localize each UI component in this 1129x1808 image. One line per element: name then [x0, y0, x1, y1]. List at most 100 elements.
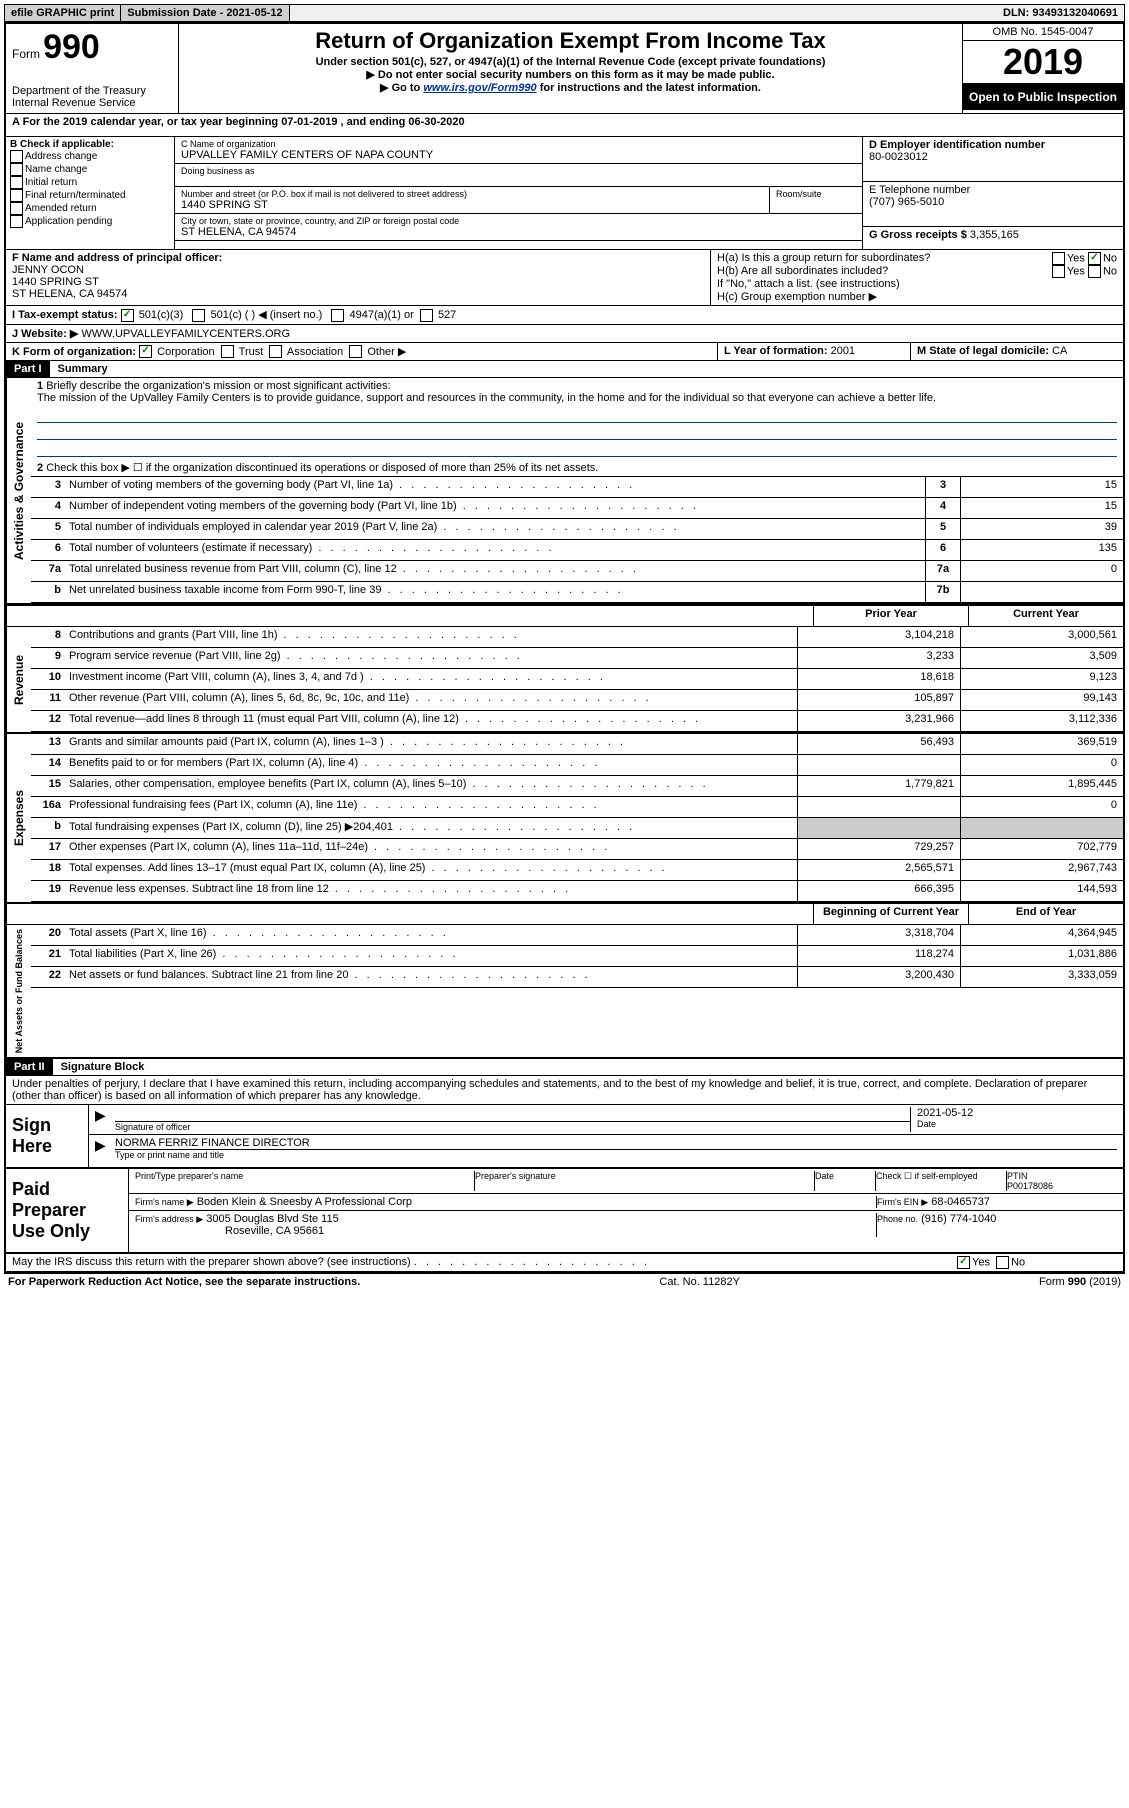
footer-right: Form 990 (2019) [1039, 1276, 1121, 1288]
hb-label: H(b) Are all subordinates included? [717, 265, 888, 278]
l-label: L Year of formation: [724, 345, 828, 357]
officer-addr1: 1440 SPRING ST [12, 276, 704, 288]
firm-name: Boden Klein & Sneesby A Professional Cor… [197, 1196, 412, 1208]
section-j: J Website: ▶ WWW.UPVALLEYFAMILYCENTERS.O… [6, 325, 1123, 343]
section-f: F Name and address of principal officer:… [6, 250, 711, 305]
firm-name-label: Firm's name ▶ [135, 1197, 194, 1207]
type-name-label: Type or print name and title [115, 1149, 1117, 1160]
d-label: D Employer identification number [869, 139, 1117, 151]
arrow-icon: ▶ [95, 1107, 115, 1132]
summary-line: 4Number of independent voting members of… [31, 498, 1123, 519]
part2-header-row: Part II Signature Block [6, 1059, 1123, 1076]
form-note1: ▶ Do not enter social security numbers o… [183, 68, 958, 81]
website-value[interactable]: WWW.UPVALLEYFAMILYCENTERS.ORG [81, 328, 290, 340]
street-address: 1440 SPRING ST [181, 199, 763, 211]
line1: 1 Briefly describe the organization's mi… [31, 378, 1123, 406]
submission-date-button[interactable]: Submission Date - 2021-05-12 [121, 5, 289, 21]
mission-text: The mission of the UpValley Family Cente… [37, 392, 936, 404]
prep-date-label: Date [815, 1171, 876, 1191]
form-title: Return of Organization Exempt From Incom… [183, 28, 958, 54]
part1-header-row: Part I Summary [6, 361, 1123, 378]
arrow-icon-2: ▶ [95, 1137, 115, 1160]
prep-phone-label: Phone no. [877, 1214, 918, 1224]
b-item-2[interactable]: Initial return [10, 176, 170, 189]
firm-addr: 3005 Douglas Blvd Ste 115 [206, 1213, 339, 1225]
row-fh: F Name and address of principal officer:… [6, 250, 1123, 306]
b-item-0[interactable]: Address change [10, 150, 170, 163]
sig-date-label: Date [917, 1119, 1117, 1129]
financial-line: 20Total assets (Part X, line 16)3,318,70… [31, 925, 1123, 946]
financial-line: 10Investment income (Part VIII, column (… [31, 669, 1123, 690]
financial-line: bTotal fundraising expenses (Part IX, co… [31, 818, 1123, 839]
ein-value: 80-0023012 [869, 151, 1117, 163]
officer-typed-name: NORMA FERRIZ FINANCE DIRECTOR [115, 1137, 1117, 1149]
info-grid: B Check if applicable: Address change Na… [6, 137, 1123, 250]
financial-line: 8Contributions and grants (Part VIII, li… [31, 627, 1123, 648]
tax-year: 2019 [963, 41, 1123, 84]
state-domicile: CA [1052, 345, 1067, 357]
irs-link[interactable]: www.irs.gov/Form990 [423, 82, 536, 94]
header-center: Return of Organization Exempt From Incom… [179, 24, 963, 113]
financial-line: 22Net assets or fund balances. Subtract … [31, 967, 1123, 988]
i-501c3-check[interactable] [121, 309, 134, 322]
b-item-4[interactable]: Amended return [10, 202, 170, 215]
check-self-label[interactable]: Check ☐ if self-employed [876, 1171, 1007, 1191]
financial-line: 15Salaries, other compensation, employee… [31, 776, 1123, 797]
activities-section: Activities & Governance 1 Briefly descri… [6, 378, 1123, 605]
prep-name-label: Print/Type preparer's name [135, 1171, 475, 1191]
firm-ein-label: Firm's EIN ▶ [877, 1197, 928, 1207]
firm-city: Roseville, CA 95661 [135, 1225, 324, 1237]
footer-left: For Paperwork Reduction Act Notice, see … [8, 1276, 360, 1288]
i-label: I Tax-exempt status: [12, 309, 118, 321]
beginning-year-header: Beginning of Current Year [813, 904, 968, 924]
firm-addr-label: Firm's address ▶ [135, 1214, 203, 1224]
form-container: Form 990 Department of the Treasury Inte… [4, 22, 1125, 1274]
form-number: 990 [43, 28, 100, 66]
prior-year-header: Prior Year [813, 606, 968, 626]
room-label: Room/suite [776, 189, 856, 199]
revenue-vlabel: Revenue [6, 627, 31, 732]
hc-label: H(c) Group exemption number ▶ [717, 290, 1117, 303]
financial-line: 19Revenue less expenses. Subtract line 1… [31, 881, 1123, 902]
header-right: OMB No. 1545-0047 2019 Open to Public In… [963, 24, 1123, 113]
financial-line: 11Other revenue (Part VIII, column (A), … [31, 690, 1123, 711]
line2: 2 Check this box ▶ ☐ if the organization… [31, 459, 1123, 477]
e-label: E Telephone number [869, 184, 1117, 196]
netassets-vlabel-spacer [6, 904, 31, 924]
activities-vlabel: Activities & Governance [6, 378, 31, 603]
part2-badge: Part II [6, 1059, 53, 1075]
section-b: B Check if applicable: Address change Na… [6, 137, 175, 249]
revenue-section: Revenue 8Contributions and grants (Part … [6, 627, 1123, 734]
sign-here-label: Sign Here [6, 1105, 89, 1167]
k-label: K Form of organization: [12, 346, 136, 358]
efile-button[interactable]: efile GRAPHIC print [5, 5, 121, 21]
ptin-value: P00178086 [1007, 1181, 1053, 1191]
org-name: UPVALLEY FAMILY CENTERS OF NAPA COUNTY [181, 149, 856, 161]
b-item-1[interactable]: Name change [10, 163, 170, 176]
expenses-section: Expenses 13Grants and similar amounts pa… [6, 734, 1123, 904]
j-label: J Website: ▶ [12, 328, 78, 340]
financial-line: 13Grants and similar amounts paid (Part … [31, 734, 1123, 755]
form-note2: ▶ Go to www.irs.gov/Form990 for instruct… [183, 81, 958, 94]
by-ey-header: Beginning of Current Year End of Year [6, 904, 1123, 925]
revenue-vlabel-spacer [6, 606, 31, 626]
paid-prep-label: Paid Preparer Use Only [6, 1169, 129, 1252]
city-label: City or town, state or province, country… [181, 216, 856, 226]
financial-line: 14Benefits paid to or for members (Part … [31, 755, 1123, 776]
addr-label: Number and street (or P.O. box if mail i… [181, 189, 763, 199]
k-corp-check[interactable] [139, 345, 152, 358]
financial-line: 12Total revenue—add lines 8 through 11 (… [31, 711, 1123, 732]
summary-line: bNet unrelated business taxable income f… [31, 582, 1123, 603]
section-klm: K Form of organization: Corporation Trus… [6, 343, 1123, 362]
discuss-yes-check[interactable] [957, 1256, 970, 1269]
city-value: ST HELENA, CA 94574 [181, 226, 856, 238]
sig-date-value: 2021-05-12 [917, 1107, 1117, 1119]
discuss-no-check[interactable] [996, 1256, 1009, 1269]
b-item-5[interactable]: Application pending [10, 215, 170, 228]
paid-preparer-section: Paid Preparer Use Only Print/Type prepar… [6, 1169, 1123, 1254]
part2-title: Signature Block [53, 1059, 153, 1075]
section-deg: D Employer identification number 80-0023… [862, 137, 1123, 249]
netassets-vlabel: Net Assets or Fund Balances [6, 925, 31, 1057]
summary-line: 7aTotal unrelated business revenue from … [31, 561, 1123, 582]
b-item-3[interactable]: Final return/terminated [10, 189, 170, 202]
